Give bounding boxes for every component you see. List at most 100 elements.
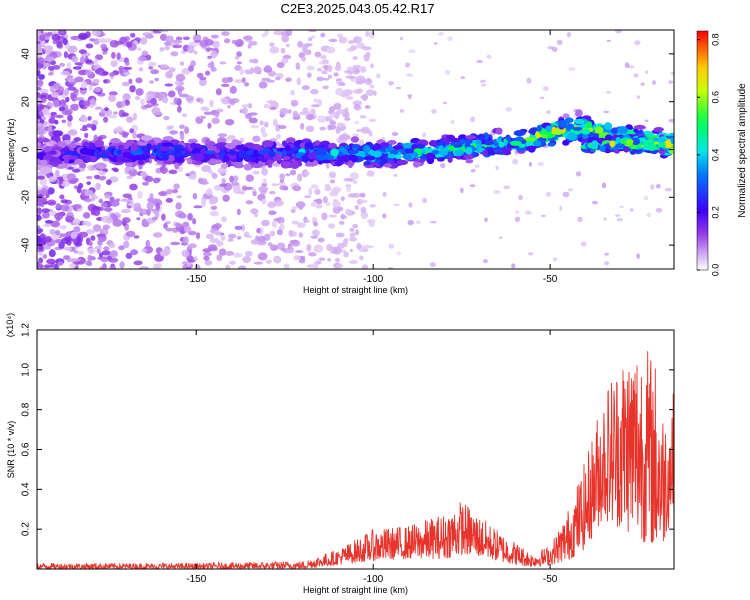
noise-speckle <box>327 64 333 73</box>
noise-speckle <box>70 231 78 239</box>
noise-speckle <box>250 125 260 129</box>
noise-speckle <box>113 127 124 133</box>
noise-speckle <box>85 260 91 266</box>
noise-speckle <box>322 85 329 90</box>
noise-speckle <box>59 62 65 67</box>
noise-speckle <box>119 261 125 269</box>
noise-speckle <box>54 229 61 236</box>
ridge-mark <box>392 145 404 150</box>
noise-speckle <box>480 79 486 84</box>
ridge-mark <box>426 157 435 165</box>
noise-speckle <box>37 122 46 127</box>
noise-speckle <box>337 122 346 127</box>
noise-speckle <box>163 223 168 229</box>
noise-speckle <box>43 108 50 116</box>
noise-speckle <box>155 112 163 116</box>
noise-speckle <box>118 245 125 251</box>
noise-speckle <box>221 178 226 184</box>
noise-speckle <box>102 224 111 230</box>
secondary-ridge-mark <box>615 143 625 149</box>
noise-speckle <box>218 248 227 256</box>
noise-speckle <box>67 45 78 53</box>
noise-speckle <box>93 87 102 93</box>
noise-speckle <box>222 194 230 202</box>
noise-speckle <box>179 124 185 129</box>
noise-speckle <box>235 39 244 47</box>
noise-speckle <box>317 99 322 107</box>
noise-speckle <box>314 51 322 58</box>
ridge-mark <box>202 157 211 162</box>
noise-speckle <box>103 79 108 84</box>
noise-speckle <box>236 51 243 57</box>
noise-speckle <box>366 78 372 84</box>
noise-speckle <box>354 205 359 210</box>
noise-speckle <box>37 214 42 222</box>
noise-speckle <box>215 88 222 96</box>
noise-speckle <box>349 248 353 253</box>
noise-speckle <box>290 99 298 107</box>
noise-speckle <box>338 220 345 225</box>
noise-speckle <box>37 79 44 87</box>
noise-speckle <box>326 243 333 252</box>
noise-speckle <box>263 104 271 109</box>
noise-speckle <box>177 105 182 113</box>
noise-speckle <box>60 199 69 204</box>
noise-speckle <box>306 65 315 71</box>
colorbar-tick-label: 0.2 <box>710 206 720 219</box>
noise-speckle <box>92 65 100 70</box>
noise-speckle <box>70 104 75 110</box>
ridge-mark <box>99 152 109 159</box>
noise-speckle <box>644 70 649 74</box>
noise-speckle <box>273 255 282 264</box>
noise-speckle <box>91 30 101 37</box>
ridge-mark <box>330 148 339 157</box>
noise-speckle <box>634 40 641 46</box>
ridge-mark <box>383 163 393 168</box>
noise-speckle <box>216 254 223 262</box>
noise-speckle <box>301 85 310 91</box>
noise-speckle <box>43 223 51 227</box>
noise-speckle <box>551 46 558 52</box>
noise-speckle <box>310 88 319 95</box>
noise-speckle <box>334 111 340 120</box>
noise-speckle <box>344 107 349 113</box>
noise-speckle <box>66 173 77 181</box>
noise-speckle <box>44 220 54 224</box>
noise-speckle <box>40 188 48 196</box>
noise-speckle <box>87 247 97 254</box>
noise-speckle <box>317 115 327 123</box>
noise-speckle <box>495 165 499 170</box>
secondary-ridge-mark <box>623 147 630 153</box>
noise-speckle <box>476 60 483 63</box>
ridge-mark <box>192 153 205 161</box>
noise-speckle <box>85 69 93 76</box>
noise-speckle <box>44 236 52 243</box>
noise-speckle <box>298 232 304 238</box>
noise-speckle <box>243 231 250 238</box>
noise-speckle <box>49 85 55 93</box>
ridge-mark <box>484 140 494 146</box>
noise-speckle <box>298 205 304 211</box>
ridge-mark <box>351 144 361 149</box>
noise-speckle <box>442 101 448 105</box>
noise-speckle <box>175 202 182 210</box>
noise-speckle <box>204 260 213 266</box>
noise-speckle <box>275 76 281 81</box>
noise-speckle <box>238 191 245 195</box>
noise-speckle <box>37 207 42 215</box>
noise-speckle <box>655 207 663 213</box>
noise-speckle <box>43 264 53 269</box>
noise-speckle <box>171 189 179 194</box>
noise-speckle <box>366 89 375 96</box>
noise-speckle <box>192 34 202 42</box>
noise-speckle <box>164 83 174 87</box>
noise-speckle <box>153 232 163 238</box>
ridge-mark <box>222 155 230 163</box>
bottom-y-tick-label: 0.8 <box>21 402 32 416</box>
top-y-tick-label: 20 <box>21 96 32 108</box>
ridge-mark <box>566 132 578 141</box>
noise-speckle <box>603 110 610 114</box>
noise-speckle <box>37 175 46 180</box>
bottom-y-axis-label: SNR (10 * v/v) <box>6 421 16 479</box>
noise-speckle <box>322 65 328 69</box>
